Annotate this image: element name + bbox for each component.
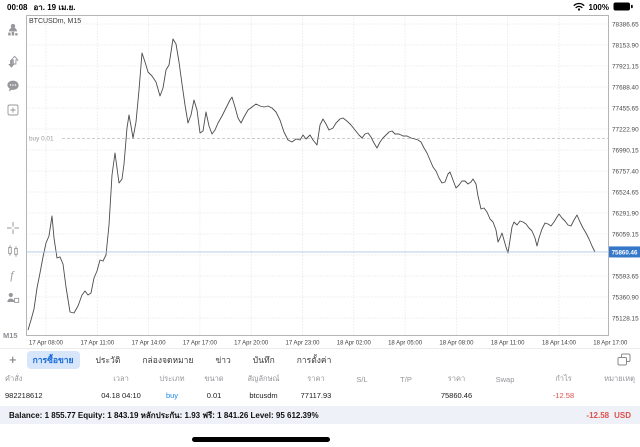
svg-text:f: f <box>10 270 15 282</box>
x-tick-label: 17 Apr 23:00 <box>285 341 320 347</box>
battery-icon <box>613 2 633 13</box>
chart-symbol-label: BTCUSDm, M15 <box>29 18 81 25</box>
column-header-7: T/P <box>400 374 412 384</box>
x-tick-label: 17 Apr 17:00 <box>183 341 218 347</box>
column-header-2: ประเภท <box>159 374 185 383</box>
new-order-icon[interactable] <box>6 103 20 117</box>
column-header-0: คำสั่ง <box>5 374 23 383</box>
y-tick-label: 77921.15 <box>612 63 639 70</box>
position-row[interactable]: 982218612 04.18 04:10 buy 0.01 btcusdm 77117.… <box>0 388 640 403</box>
status-bar: 00:08 อา. 19 เม.ย. 100% <box>0 0 640 13</box>
tab-1[interactable]: ประวัติ <box>95 354 121 365</box>
y-tick-label: 78153.90 <box>612 42 639 49</box>
y-tick-label: 76990.15 <box>612 147 639 154</box>
price-line-series <box>27 38 596 331</box>
current-price-value: 75860.46 <box>612 249 638 256</box>
x-tick-label: 17 Apr 11:00 <box>81 341 115 347</box>
crosshair-icon[interactable] <box>6 221 20 235</box>
column-header-11: หมายเหตุ <box>604 374 635 383</box>
tab-4[interactable]: บันทึก <box>252 354 275 365</box>
y-tick-label: 78386.65 <box>612 21 639 28</box>
position-cell-8: 75860.46 <box>440 391 473 400</box>
y-tick-label: 77455.65 <box>612 105 639 112</box>
profit-value: -12.58 <box>586 410 610 420</box>
x-tick-label: 18 Apr 08:00 <box>439 341 474 347</box>
tab-5[interactable]: การตั้งค่า <box>296 354 332 365</box>
status-right: 100% <box>573 2 633 13</box>
y-tick-label: 76524.65 <box>612 189 639 196</box>
status-left: 00:08 อา. 19 เม.ย. <box>7 1 75 14</box>
x-tick-label: 18 Apr 02:00 <box>337 341 372 347</box>
windows-icon[interactable] <box>617 353 631 366</box>
y-tick-label: 76757.40 <box>612 168 639 175</box>
wifi-icon <box>573 2 585 13</box>
x-tick-label: 17 Apr 08:00 <box>29 341 64 347</box>
y-tick-label: 76291.90 <box>612 210 639 217</box>
quotes-icon[interactable] <box>6 23 20 37</box>
column-header-6: S/L <box>356 374 368 384</box>
tab-3[interactable]: ข่าว <box>215 354 231 365</box>
position-cell-5: 77117.93 <box>300 391 332 400</box>
chart-area: 17 Apr 08:00 17 Apr 11:00 17 Apr 14:00 17 A… <box>26 13 640 347</box>
positions-table-header: คำสั่ง เวลา ประเภท ขนาด สัญลักษณ์ ราคา S/L T/P ร… <box>0 371 640 387</box>
position-cell-1: 04.18 04:10 <box>101 391 141 400</box>
tab-strip: การซื้อขาย ประวัติ กล่องจดหมาย ข่าว บันทึก กา… <box>26 350 338 369</box>
battery-percent: 100% <box>588 2 609 12</box>
current-price-badge <box>609 246 640 258</box>
y-tick-label: 77688.40 <box>612 84 639 91</box>
chat-icon[interactable] <box>6 79 20 93</box>
buy-order-label: buy 0.01 <box>29 135 54 142</box>
date-label: อา. 19 เม.ย. <box>33 2 76 12</box>
position-cell-2: buy <box>165 391 179 400</box>
floating-profit: -12.58 USD <box>586 411 631 420</box>
position-cell-4: btcusdm <box>249 391 278 400</box>
y-tick-label: 75360.90 <box>612 294 639 301</box>
position-cell-0: 982218612 <box>5 391 43 400</box>
tab-0[interactable]: การซื้อขาย <box>26 350 80 369</box>
column-header-1: เวลา <box>113 374 129 383</box>
bottom-tab-bar: + การซื้อขาย ประวัติ กล่องจดหมาย ข่าว บันทึก… <box>0 348 640 370</box>
home-indicator[interactable] <box>192 437 330 442</box>
indicators-icon[interactable]: f <box>6 268 20 282</box>
column-header-5: ราคา <box>307 374 325 383</box>
x-tick-label: 18 Apr 14:00 <box>542 341 577 347</box>
add-button[interactable]: + <box>9 352 17 367</box>
column-header-3: ขนาด <box>204 374 224 383</box>
x-tick-label: 18 Apr 17:00 <box>593 341 628 347</box>
timeframe-button[interactable]: M15 <box>3 331 18 340</box>
position-cell-10: -12.58 <box>552 391 575 400</box>
x-tick-label: 18 Apr 11:00 <box>491 341 525 347</box>
x-tick-label: 18 Apr 05:00 <box>388 341 423 347</box>
column-header-4: สัญลักษณ์ <box>247 374 280 383</box>
candles-icon[interactable] <box>6 244 20 258</box>
clock: 00:08 <box>7 2 28 12</box>
column-header-8: ราคา <box>447 374 466 383</box>
y-tick-label: 77222.90 <box>612 126 639 133</box>
tab-2[interactable]: กล่องจดหมาย <box>142 354 194 365</box>
y-tick-label: 75593.65 <box>612 273 639 280</box>
account-summary: Balance: 1 855.77 Equity: 1 843.19 หลักป… <box>9 410 319 420</box>
price-chart[interactable]: 17 Apr 08:00 17 Apr 11:00 17 Apr 14:00 17 A… <box>26 13 640 347</box>
left-toolbar: f M15 <box>0 13 26 347</box>
column-header-9: Swap <box>495 374 515 384</box>
x-tick-label: 17 Apr 14:00 <box>132 341 167 347</box>
trade-arrows-icon[interactable] <box>6 55 20 69</box>
objects-icon[interactable] <box>6 291 20 305</box>
y-tick-label: 75128.15 <box>612 315 639 322</box>
x-tick-label: 17 Apr 20:00 <box>234 341 269 347</box>
account-summary-bar: Balance: 1 855.77 Equity: 1 843.19 หลักป… <box>0 406 640 424</box>
position-cell-3: 0.01 <box>206 391 222 400</box>
column-header-10: กำไร <box>555 374 572 383</box>
y-tick-label: 76059.15 <box>612 231 639 238</box>
profit-currency: USD <box>614 410 631 420</box>
